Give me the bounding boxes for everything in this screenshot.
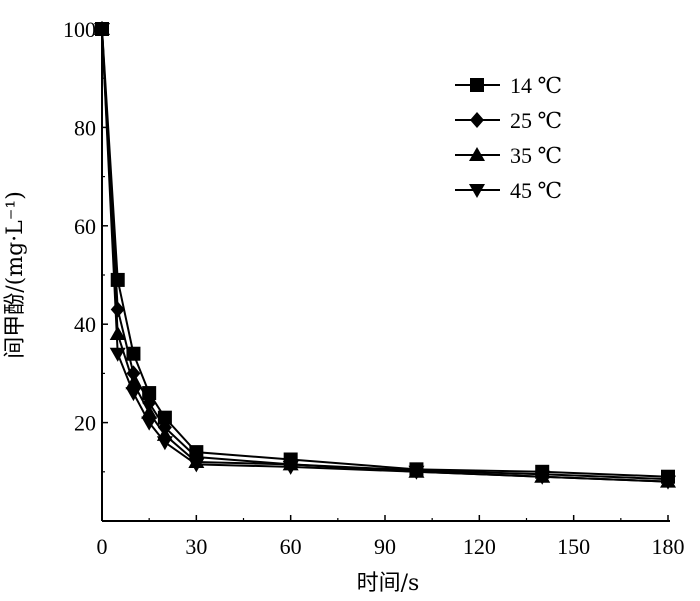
point-marker-triangle-down (109, 347, 126, 362)
x-axis-label: 时间/s (357, 571, 420, 596)
x-tick-label: 0 (97, 534, 108, 559)
axes (101, 27, 670, 522)
point-marker-triangle-down (282, 460, 299, 475)
point-marker-triangle-down (660, 475, 676, 490)
point-marker-triangle-down (141, 416, 158, 431)
series-4 (94, 23, 676, 490)
legend-label: 35 ℃ (510, 143, 562, 168)
point-marker-triangle-down (534, 470, 551, 485)
series-3 (94, 21, 676, 488)
y-tick-label: 60 (74, 214, 96, 239)
y-axis-label: 间甲酚/(mg·L⁻¹) (3, 191, 28, 359)
series-line (101, 28, 669, 478)
point-marker-triangle-down (469, 184, 485, 198)
series-2 (95, 21, 675, 488)
legend-item: 14 ℃ (455, 73, 562, 98)
legend-item: 45 ℃ (455, 178, 562, 203)
point-marker-triangle-up (109, 326, 126, 341)
legend-item: 35 ℃ (455, 143, 562, 168)
point-marker-triangle-down (94, 23, 110, 37)
y-tick-label: 100 (63, 17, 96, 42)
legend-label: 45 ℃ (510, 178, 562, 203)
series-line (101, 28, 669, 481)
point-marker-square (470, 78, 484, 92)
x-tick-label: 150 (557, 534, 590, 559)
x-tick-label: 60 (280, 534, 302, 559)
point-marker-square (110, 272, 125, 287)
point-marker-triangle-down (156, 436, 173, 451)
x-tick-label: 30 (185, 534, 207, 559)
y-ticks: 20 40 60 80 100 (63, 17, 108, 473)
series-line (101, 28, 669, 483)
y-tick-label: 20 (74, 411, 96, 436)
x-tick-label: 180 (652, 534, 685, 559)
legend: 14 ℃ 25 ℃ 35 ℃ 45 ℃ (455, 73, 562, 203)
point-marker-diamond (470, 112, 484, 128)
legend-item: 25 ℃ (455, 108, 562, 133)
legend-label: 25 ℃ (510, 108, 562, 133)
point-marker-triangle-down (408, 465, 425, 480)
y-tick-label: 80 (74, 115, 96, 140)
point-marker-triangle-down (125, 387, 142, 402)
series-layer (94, 21, 676, 490)
point-marker-triangle-down (188, 458, 205, 473)
series-line (101, 28, 669, 483)
legend-label: 14 ℃ (510, 73, 562, 98)
series-1 (95, 22, 675, 484)
y-tick-label: 40 (74, 312, 96, 337)
x-ticks: 0 30 60 90 120 150 180 (97, 515, 685, 559)
x-tick-label: 90 (374, 534, 396, 559)
point-marker-diamond (110, 301, 125, 318)
point-marker-triangle-up (469, 147, 485, 161)
x-tick-label: 120 (463, 534, 496, 559)
